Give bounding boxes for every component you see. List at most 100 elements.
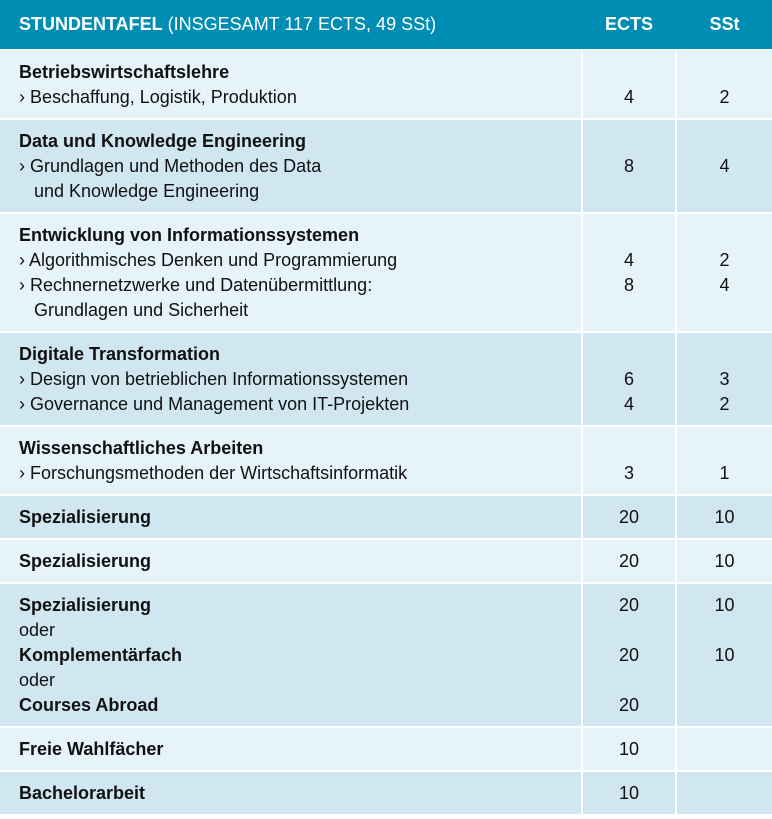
header-sst: SSt [709, 14, 740, 34]
sst-value: 4 [719, 156, 730, 176]
ects-cell: 20 [583, 496, 675, 538]
course-line: oder [19, 670, 56, 690]
module-title: Betriebswirtschaftslehre [19, 62, 230, 82]
table-header: STUNDENTAFEL (INSGESAMT 117 ECTS, 49 SSt… [0, 0, 772, 49]
sst-value: 10 [714, 645, 735, 665]
column-divider [675, 728, 677, 770]
ects-value [583, 618, 675, 643]
course-cell: Bachelorarbeit [0, 772, 581, 814]
table-row: Bachelorarbeit 10 [0, 772, 772, 814]
ects-value [583, 129, 675, 154]
sst-cell: 1 [677, 427, 772, 494]
sst-value [677, 342, 772, 367]
column-divider [675, 120, 677, 212]
sst-value: 2 [719, 394, 730, 414]
course-cell: Freie Wahlfächer [0, 728, 581, 770]
course-line: › Algorithmisches Denken und Programmier… [19, 250, 398, 270]
ects-value: 6 [623, 369, 634, 389]
module-title: Digitale Transformation [19, 344, 221, 364]
sst-value [677, 298, 772, 323]
sst-cell: 10 [677, 496, 772, 538]
sst-value [677, 436, 772, 461]
column-divider [675, 51, 677, 118]
ects-value [583, 342, 675, 367]
course-line: › Beschaffung, Logistik, Produktion [19, 87, 297, 107]
module-title: Spezialisierung [19, 507, 152, 527]
ects-value: 8 [623, 156, 634, 176]
sst-value [677, 781, 772, 806]
sst-value: 10 [714, 551, 735, 571]
ects-value [583, 436, 675, 461]
course-line: › Design von betrieblichen Informationss… [19, 369, 409, 389]
sst-value [677, 693, 772, 718]
module-title: Bachelorarbeit [19, 783, 146, 803]
sst-value: 2 [719, 250, 730, 270]
sst-value [677, 179, 772, 204]
course-line: › Governance und Management von IT-Proje… [19, 394, 410, 414]
column-divider [581, 772, 583, 814]
course-line: Grundlagen und Sicherheit [19, 300, 249, 320]
ects-value [583, 668, 675, 693]
ects-value: 20 [618, 595, 640, 615]
column-divider [581, 584, 583, 726]
sst-value [677, 223, 772, 248]
column-divider [581, 51, 583, 118]
table-row: Betriebswirtschaftslehre › Beschaffung, L… [0, 51, 772, 118]
module-title: Komplementärfach [19, 645, 183, 665]
course-line: und Knowledge Engineering [19, 181, 260, 201]
column-divider [581, 120, 583, 212]
ects-value: 4 [623, 87, 634, 107]
ects-value: 10 [618, 783, 640, 803]
course-cell: Data und Knowledge Engineering › Grundlag… [0, 120, 581, 212]
sst-value [677, 129, 772, 154]
sst-value: 4 [719, 275, 730, 295]
sst-cell: 2 [677, 51, 772, 118]
course-line: oder [19, 620, 56, 640]
header-title-bold: STUNDENTAFEL [19, 14, 163, 34]
sst-cell: 10 [677, 540, 772, 582]
course-line: › Forschungsmethoden der Wirtschaftsinfo… [19, 463, 408, 483]
course-cell: Spezialisierung oder Komplementärfach oder C… [0, 584, 581, 726]
table-row: Spezialisierung 20 10 [0, 496, 772, 538]
ects-value: 20 [618, 695, 640, 715]
ects-value: 10 [618, 739, 640, 759]
column-divider [581, 333, 583, 425]
ects-value: 20 [618, 551, 640, 571]
ects-value [583, 179, 675, 204]
column-divider [675, 540, 677, 582]
ects-cell: 4 [583, 51, 675, 118]
table-row: Wissenschaftliches Arbeiten › Forschungsm… [0, 427, 772, 494]
ects-value: 20 [618, 507, 640, 527]
course-cell: Betriebswirtschaftslehre › Beschaffung, L… [0, 51, 581, 118]
module-title: Spezialisierung [19, 595, 152, 615]
sst-cell: 10 10 [677, 584, 772, 726]
header-title: STUNDENTAFEL (INSGESAMT 117 ECTS, 49 SSt… [0, 0, 581, 49]
sst-value [677, 737, 772, 762]
table-row: Digitale Transformation › Design von betr… [0, 333, 772, 425]
module-title: Spezialisierung [19, 551, 152, 571]
ects-value: 4 [623, 250, 634, 270]
sst-value: 2 [719, 87, 730, 107]
header-ects: ECTS [604, 14, 653, 34]
course-cell: Spezialisierung [0, 496, 581, 538]
module-title: Wissenschaftliches Arbeiten [19, 438, 264, 458]
sst-value: 10 [714, 595, 735, 615]
sst-value [677, 668, 772, 693]
header-title-rest: (INSGESAMT 117 ECTS, 49 SSt) [162, 14, 437, 34]
ects-value [583, 60, 675, 85]
column-divider [675, 427, 677, 494]
sst-value [677, 60, 772, 85]
module-title: Freie Wahlfächer [19, 739, 164, 759]
ects-value [583, 298, 675, 323]
ects-cell: 20 [583, 540, 675, 582]
column-divider [675, 496, 677, 538]
course-cell: Entwicklung von Informationssystemen › Al… [0, 214, 581, 331]
column-divider [675, 584, 677, 726]
module-title: Data und Knowledge Engineering [19, 131, 307, 151]
table-row: Spezialisierung 20 10 [0, 540, 772, 582]
course-cell: Digitale Transformation › Design von betr… [0, 333, 581, 425]
